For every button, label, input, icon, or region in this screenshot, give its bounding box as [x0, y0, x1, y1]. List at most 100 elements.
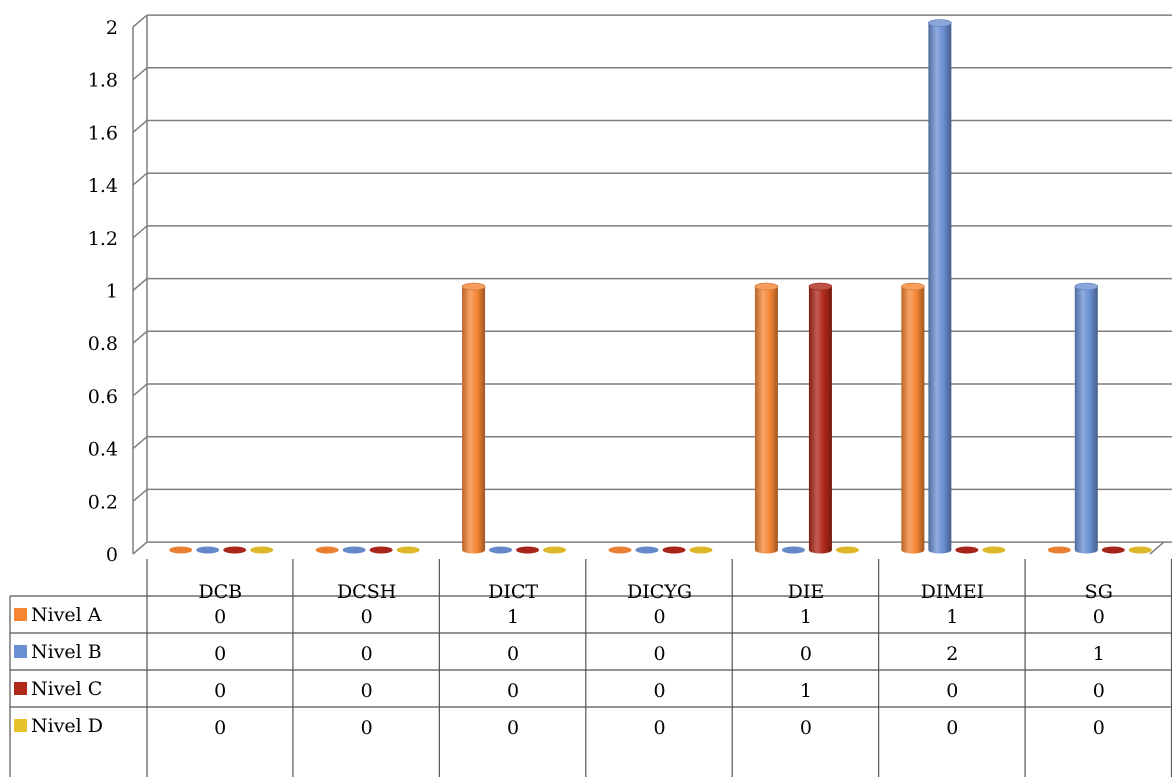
bar-nivel-c-dcsh: [369, 546, 393, 554]
table-cell: 0: [946, 717, 958, 739]
bar-zero-disc: [223, 546, 247, 554]
bar-nivel-a-dimei: [901, 282, 925, 554]
legend-swatch: [14, 682, 27, 695]
table-cell: 1: [800, 680, 812, 702]
bar-nivel-b-dcsh: [342, 546, 366, 554]
bar-nivel-d-die: [835, 546, 859, 554]
gridline-diagonal: [132, 172, 148, 186]
bar-zero-disc: [835, 546, 859, 554]
bar-body: [901, 286, 925, 554]
y-tick-label: 1: [106, 281, 118, 303]
y-tick-label: 0.8: [88, 333, 118, 355]
bar-nivel-a-dcsh: [315, 546, 339, 554]
bar-nivel-b-sg: [1074, 282, 1099, 554]
bar-zero-disc: [489, 546, 513, 554]
gridline-diagonal: [132, 436, 148, 450]
bar-nivel-b-die: [781, 546, 805, 554]
bar-zero-disc: [1101, 546, 1125, 554]
table-cell: 0: [653, 717, 665, 739]
category-label: DICT: [488, 581, 538, 603]
table-cell: 0: [800, 717, 812, 739]
category-label: DIE: [788, 581, 825, 603]
bar-nivel-a-die: [754, 282, 779, 554]
bar-nivel-c-die: [808, 282, 833, 554]
bar-zero-disc: [635, 546, 659, 554]
bar-body: [808, 286, 832, 554]
data-table: DCB DCSH DICT DICYG DIE DIMEI SG Nivel A 0 0 1 0 1 1 0…: [9, 559, 1172, 777]
bar-nivel-d-dcsh: [396, 546, 420, 554]
bar-top: [928, 19, 952, 27]
bar-zero-disc: [369, 546, 393, 554]
bar-zero-disc: [955, 546, 979, 554]
bar-zero-disc: [543, 546, 567, 554]
y-tick-label: 0.4: [88, 439, 118, 461]
legend-label: Nivel A: [31, 604, 102, 626]
bar-top: [901, 282, 925, 291]
table-cell: 0: [653, 606, 665, 628]
table-cell: 0: [361, 606, 373, 628]
table-cell: 0: [1093, 606, 1105, 628]
table-cell: 0: [507, 643, 519, 665]
bar-body: [1074, 286, 1098, 554]
table-cell: 1: [1093, 643, 1105, 665]
table-cell: 0: [800, 643, 812, 665]
gridline-diagonal: [132, 541, 148, 555]
bars: [169, 19, 1152, 554]
bar-nivel-b-dict: [489, 546, 513, 554]
bar-nivel-d-sg: [1128, 546, 1152, 554]
bar-nivel-d-dicyg: [689, 546, 713, 554]
bar-zero-disc: [689, 546, 713, 554]
y-tick-label: 1.4: [88, 175, 118, 197]
bar-zero-disc: [1047, 546, 1071, 554]
bar-zero-disc: [169, 546, 193, 554]
y-tick-label: 1.6: [88, 122, 118, 144]
category-label: DICYG: [627, 581, 692, 603]
legend-swatch: [14, 645, 27, 658]
table-cell: 0: [946, 680, 958, 702]
bar-zero-disc: [982, 546, 1006, 554]
bar-body: [462, 286, 486, 554]
bar-body: [928, 23, 952, 554]
table-cell: 1: [507, 606, 519, 628]
bar-nivel-d-dimei: [982, 546, 1006, 554]
bar-nivel-a-sg: [1047, 546, 1071, 554]
category-label: DCB: [198, 581, 242, 603]
bar-nivel-a-dicyg: [608, 546, 632, 554]
table-cell: 0: [1093, 717, 1105, 739]
y-tick-label: 2: [106, 17, 118, 39]
bar-zero-disc: [196, 546, 220, 554]
bar-nivel-b-dimei: [928, 19, 952, 554]
y-tick-label: 1.8: [88, 70, 118, 92]
bar-zero-disc: [250, 546, 274, 554]
gridline-diagonal: [132, 225, 148, 239]
legend-swatch: [14, 719, 27, 732]
bar-zero-disc: [608, 546, 632, 554]
bar-nivel-b-dicyg: [635, 546, 659, 554]
table-cell: 0: [361, 680, 373, 702]
category-label: SG: [1085, 581, 1113, 603]
bar-nivel-c-dcb: [223, 546, 247, 554]
bar-nivel-a-dcb: [169, 546, 193, 554]
bar-top: [808, 282, 833, 291]
bar-nivel-d-dcb: [250, 546, 274, 554]
bar-nivel-c-dimei: [955, 546, 979, 554]
table-cell: 0: [214, 606, 226, 628]
table-cell: 0: [653, 643, 665, 665]
table-cell: 1: [800, 606, 812, 628]
table-cell: 0: [653, 680, 665, 702]
y-axis-ticks: 0 0.2 0.4 0.6 0.8 1 1.2 1.4 1.6 1.8 2: [88, 17, 118, 566]
gridlines: [132, 14, 1172, 555]
gridline-diagonal: [132, 119, 148, 133]
bar-zero-disc: [516, 546, 540, 554]
gridline-diagonal: [132, 488, 148, 502]
table-cell: 1: [946, 606, 958, 628]
category-label: DCSH: [337, 581, 396, 603]
y-tick-label: 0.6: [88, 386, 118, 408]
table-cell: 0: [361, 717, 373, 739]
legend-swatch: [14, 608, 27, 621]
table-cell: 0: [214, 643, 226, 665]
bar-zero-disc: [342, 546, 366, 554]
table-cell: 0: [507, 717, 519, 739]
table-cell: 0: [214, 680, 226, 702]
